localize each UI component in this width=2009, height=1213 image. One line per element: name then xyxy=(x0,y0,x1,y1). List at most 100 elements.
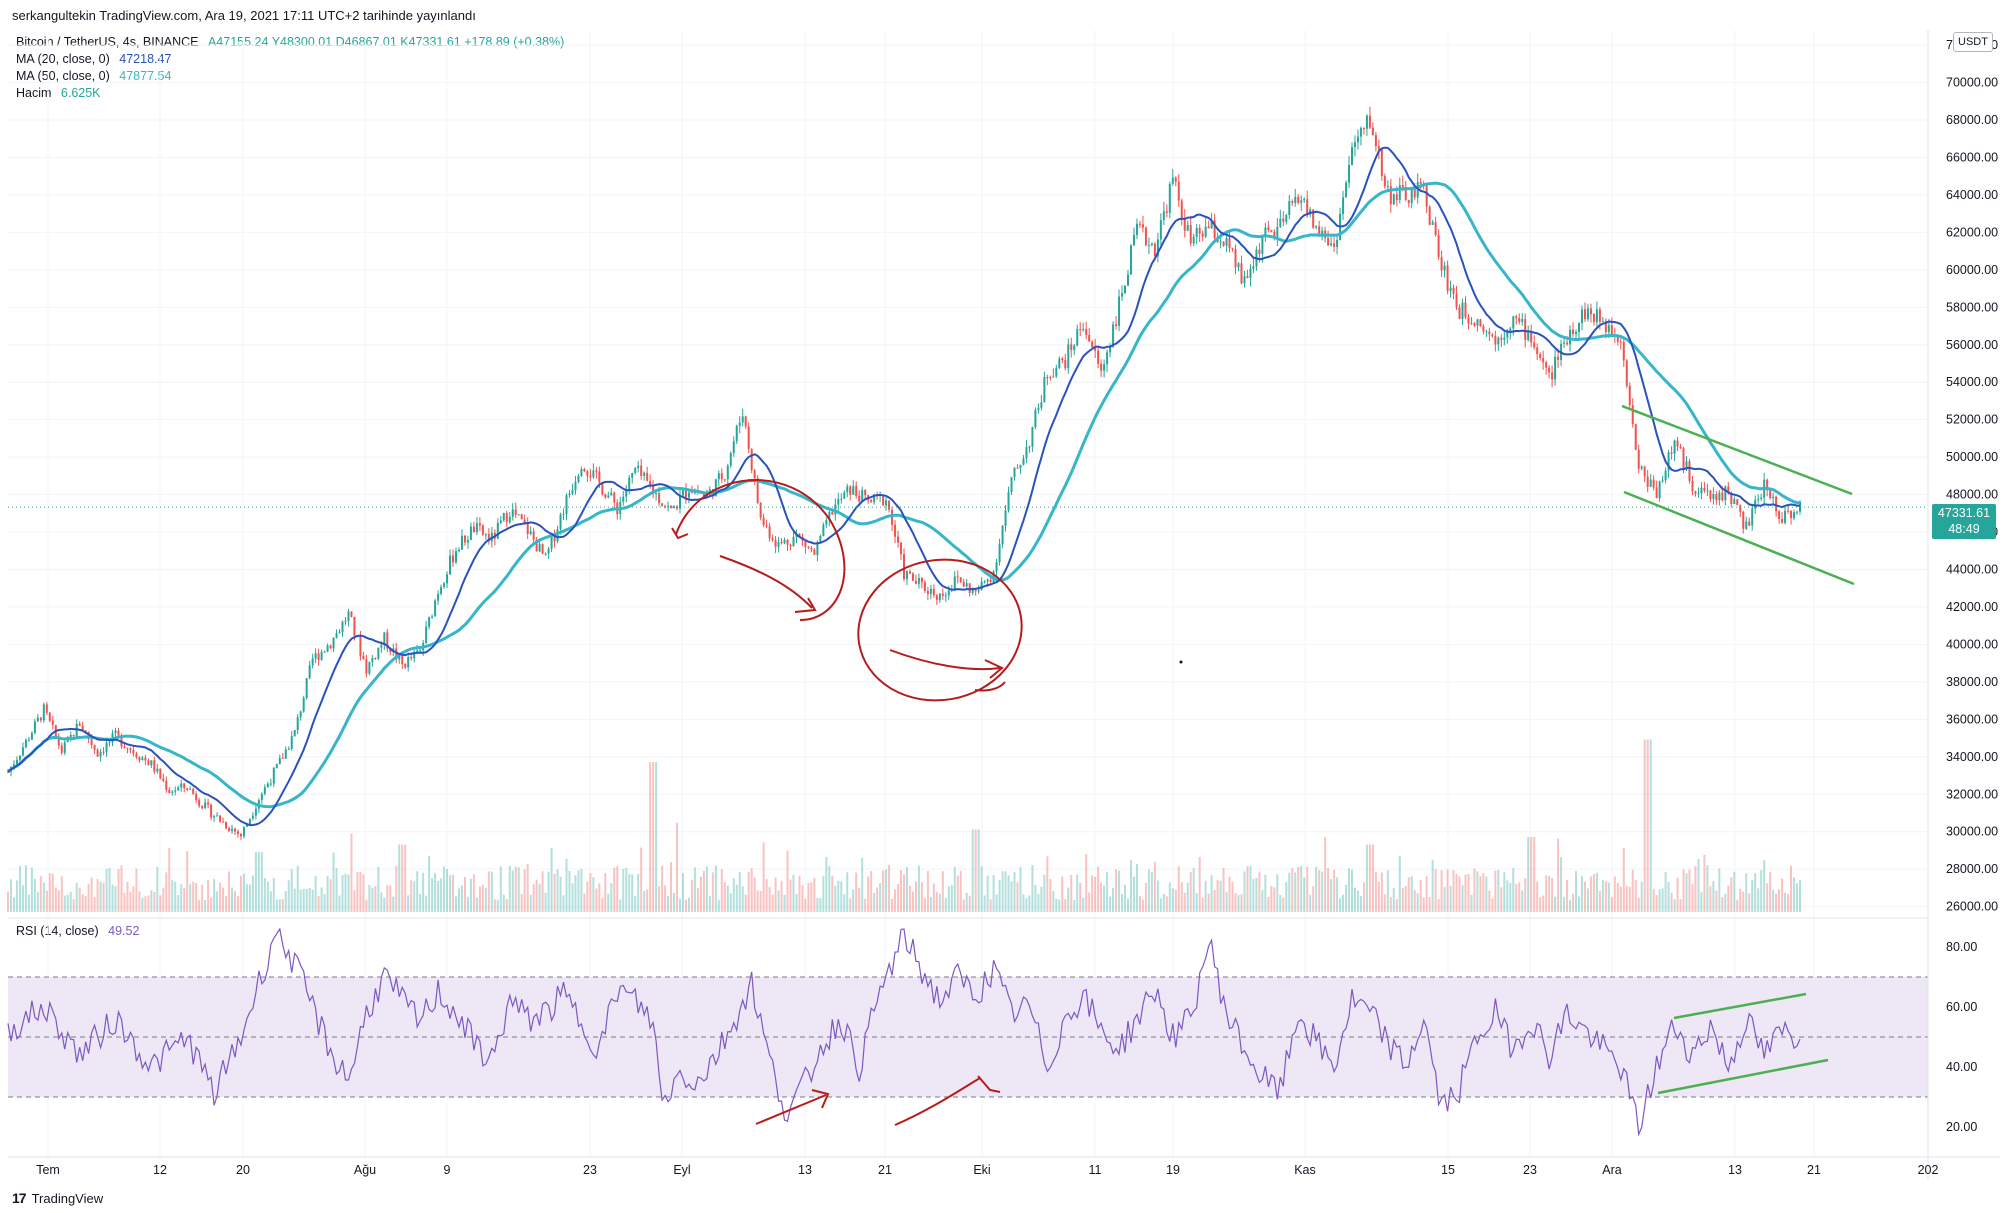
volume-legend[interactable]: Hacim 6.625K xyxy=(16,86,101,100)
candle-body xyxy=(1709,490,1712,499)
volume-label: Hacim xyxy=(16,86,52,100)
candle-body xyxy=(1413,187,1416,198)
volume-bar xyxy=(242,873,245,912)
candle-body xyxy=(198,800,201,806)
volume-bar xyxy=(917,865,920,912)
candle-body xyxy=(1455,293,1458,308)
rsi-line xyxy=(7,927,1801,1137)
candle-body xyxy=(1775,496,1778,512)
volume-bar xyxy=(1784,892,1787,912)
volume-bar xyxy=(111,884,114,912)
volume-bar xyxy=(831,875,834,912)
candle-body xyxy=(446,574,449,584)
candle-body xyxy=(1315,226,1318,228)
volume-bar xyxy=(1109,896,1112,912)
volume-bar xyxy=(1724,893,1727,912)
ma20-legend[interactable]: MA (20, close, 0) 47218.47 xyxy=(16,52,171,66)
volume-bar xyxy=(114,886,117,912)
candle-body xyxy=(1748,521,1751,526)
volume-bar xyxy=(1153,861,1156,912)
candle-body xyxy=(1542,358,1545,363)
candle-body xyxy=(1258,249,1261,254)
volume-bar xyxy=(1297,866,1300,912)
tradingview-logo[interactable]: 17 TradingView xyxy=(12,1190,103,1206)
price-tick-label: 68000.00 xyxy=(1946,113,1998,127)
volume-bar xyxy=(466,896,469,912)
volume-bar xyxy=(974,829,977,912)
volume-bar xyxy=(1739,888,1742,912)
volume-bar xyxy=(457,888,460,912)
candle-body xyxy=(463,535,466,543)
volume-bar xyxy=(1512,868,1515,912)
price-tick-label: 32000.00 xyxy=(1946,787,1998,801)
candle-body xyxy=(929,588,932,594)
currency-badge[interactable]: USDT xyxy=(1953,32,1993,52)
candle-body xyxy=(281,757,284,759)
volume-bar xyxy=(1545,875,1548,912)
rsi-red-arrow-2 xyxy=(894,1077,981,1126)
volume-bar xyxy=(1799,879,1801,912)
candle-body xyxy=(419,650,422,652)
time-tick-label: 202 xyxy=(1918,1163,1939,1177)
volume-bar xyxy=(681,873,684,912)
rsi-legend[interactable]: RSI (14, close) 49.52 xyxy=(16,924,139,938)
price-tick-label: 66000.00 xyxy=(1946,150,1998,164)
candle-body xyxy=(1231,248,1234,250)
candle-body xyxy=(1694,491,1697,494)
volume-bar xyxy=(1563,896,1566,912)
volume-bar xyxy=(843,894,846,912)
candle-body xyxy=(900,542,903,555)
volume-bar xyxy=(571,883,574,912)
candle-body xyxy=(1757,498,1760,500)
ma50-legend[interactable]: MA (50, close, 0) 47877.54 xyxy=(16,69,171,83)
volume-bar xyxy=(487,871,490,912)
time-tick-label: 15 xyxy=(1441,1163,1455,1177)
volume-bar xyxy=(1204,880,1207,912)
volume-bar xyxy=(971,829,974,912)
candle-body xyxy=(233,828,236,832)
candle-body xyxy=(607,495,610,498)
volume-bar xyxy=(1240,894,1243,912)
candle-body xyxy=(667,505,670,507)
volume-bar xyxy=(36,892,39,912)
candle-body xyxy=(932,588,935,596)
volume-bar xyxy=(894,889,897,912)
candle-body xyxy=(971,589,974,594)
candle-body xyxy=(236,831,239,834)
candle-body xyxy=(1446,265,1449,291)
volume-bar xyxy=(186,851,189,912)
candle-body xyxy=(1592,314,1595,322)
candle-body xyxy=(1132,234,1135,246)
rsi-red-arrowhead xyxy=(811,1089,830,1109)
volume-bar xyxy=(117,869,120,912)
candle-body xyxy=(1766,479,1769,491)
volume-bar xyxy=(1670,892,1673,912)
volume-bar xyxy=(861,857,864,912)
candle-body xyxy=(828,511,831,520)
candle-body xyxy=(1037,407,1040,410)
candle-body xyxy=(858,495,861,502)
volume-bar xyxy=(1706,865,1709,912)
volume-bar xyxy=(876,887,879,912)
candle-body xyxy=(90,739,93,745)
candle-body xyxy=(598,471,601,483)
candle-body xyxy=(852,485,855,495)
candle-body xyxy=(1162,211,1165,221)
volume-bar xyxy=(1353,887,1356,912)
volume-bar xyxy=(1386,870,1389,912)
candle-body xyxy=(177,787,180,791)
volume-bar xyxy=(1061,876,1064,912)
volume-bar xyxy=(1667,881,1670,912)
volume-bar xyxy=(251,875,254,912)
candle-body xyxy=(1079,329,1082,331)
candle-body xyxy=(717,473,720,480)
candle-body xyxy=(1781,519,1784,523)
volume-bar xyxy=(356,872,359,912)
candle-body xyxy=(1506,331,1509,338)
time-tick-label: 21 xyxy=(878,1163,892,1177)
volume-bar xyxy=(174,881,177,912)
candle-body xyxy=(1736,499,1739,506)
volume-bar xyxy=(1718,868,1721,912)
candle-body xyxy=(428,616,431,627)
